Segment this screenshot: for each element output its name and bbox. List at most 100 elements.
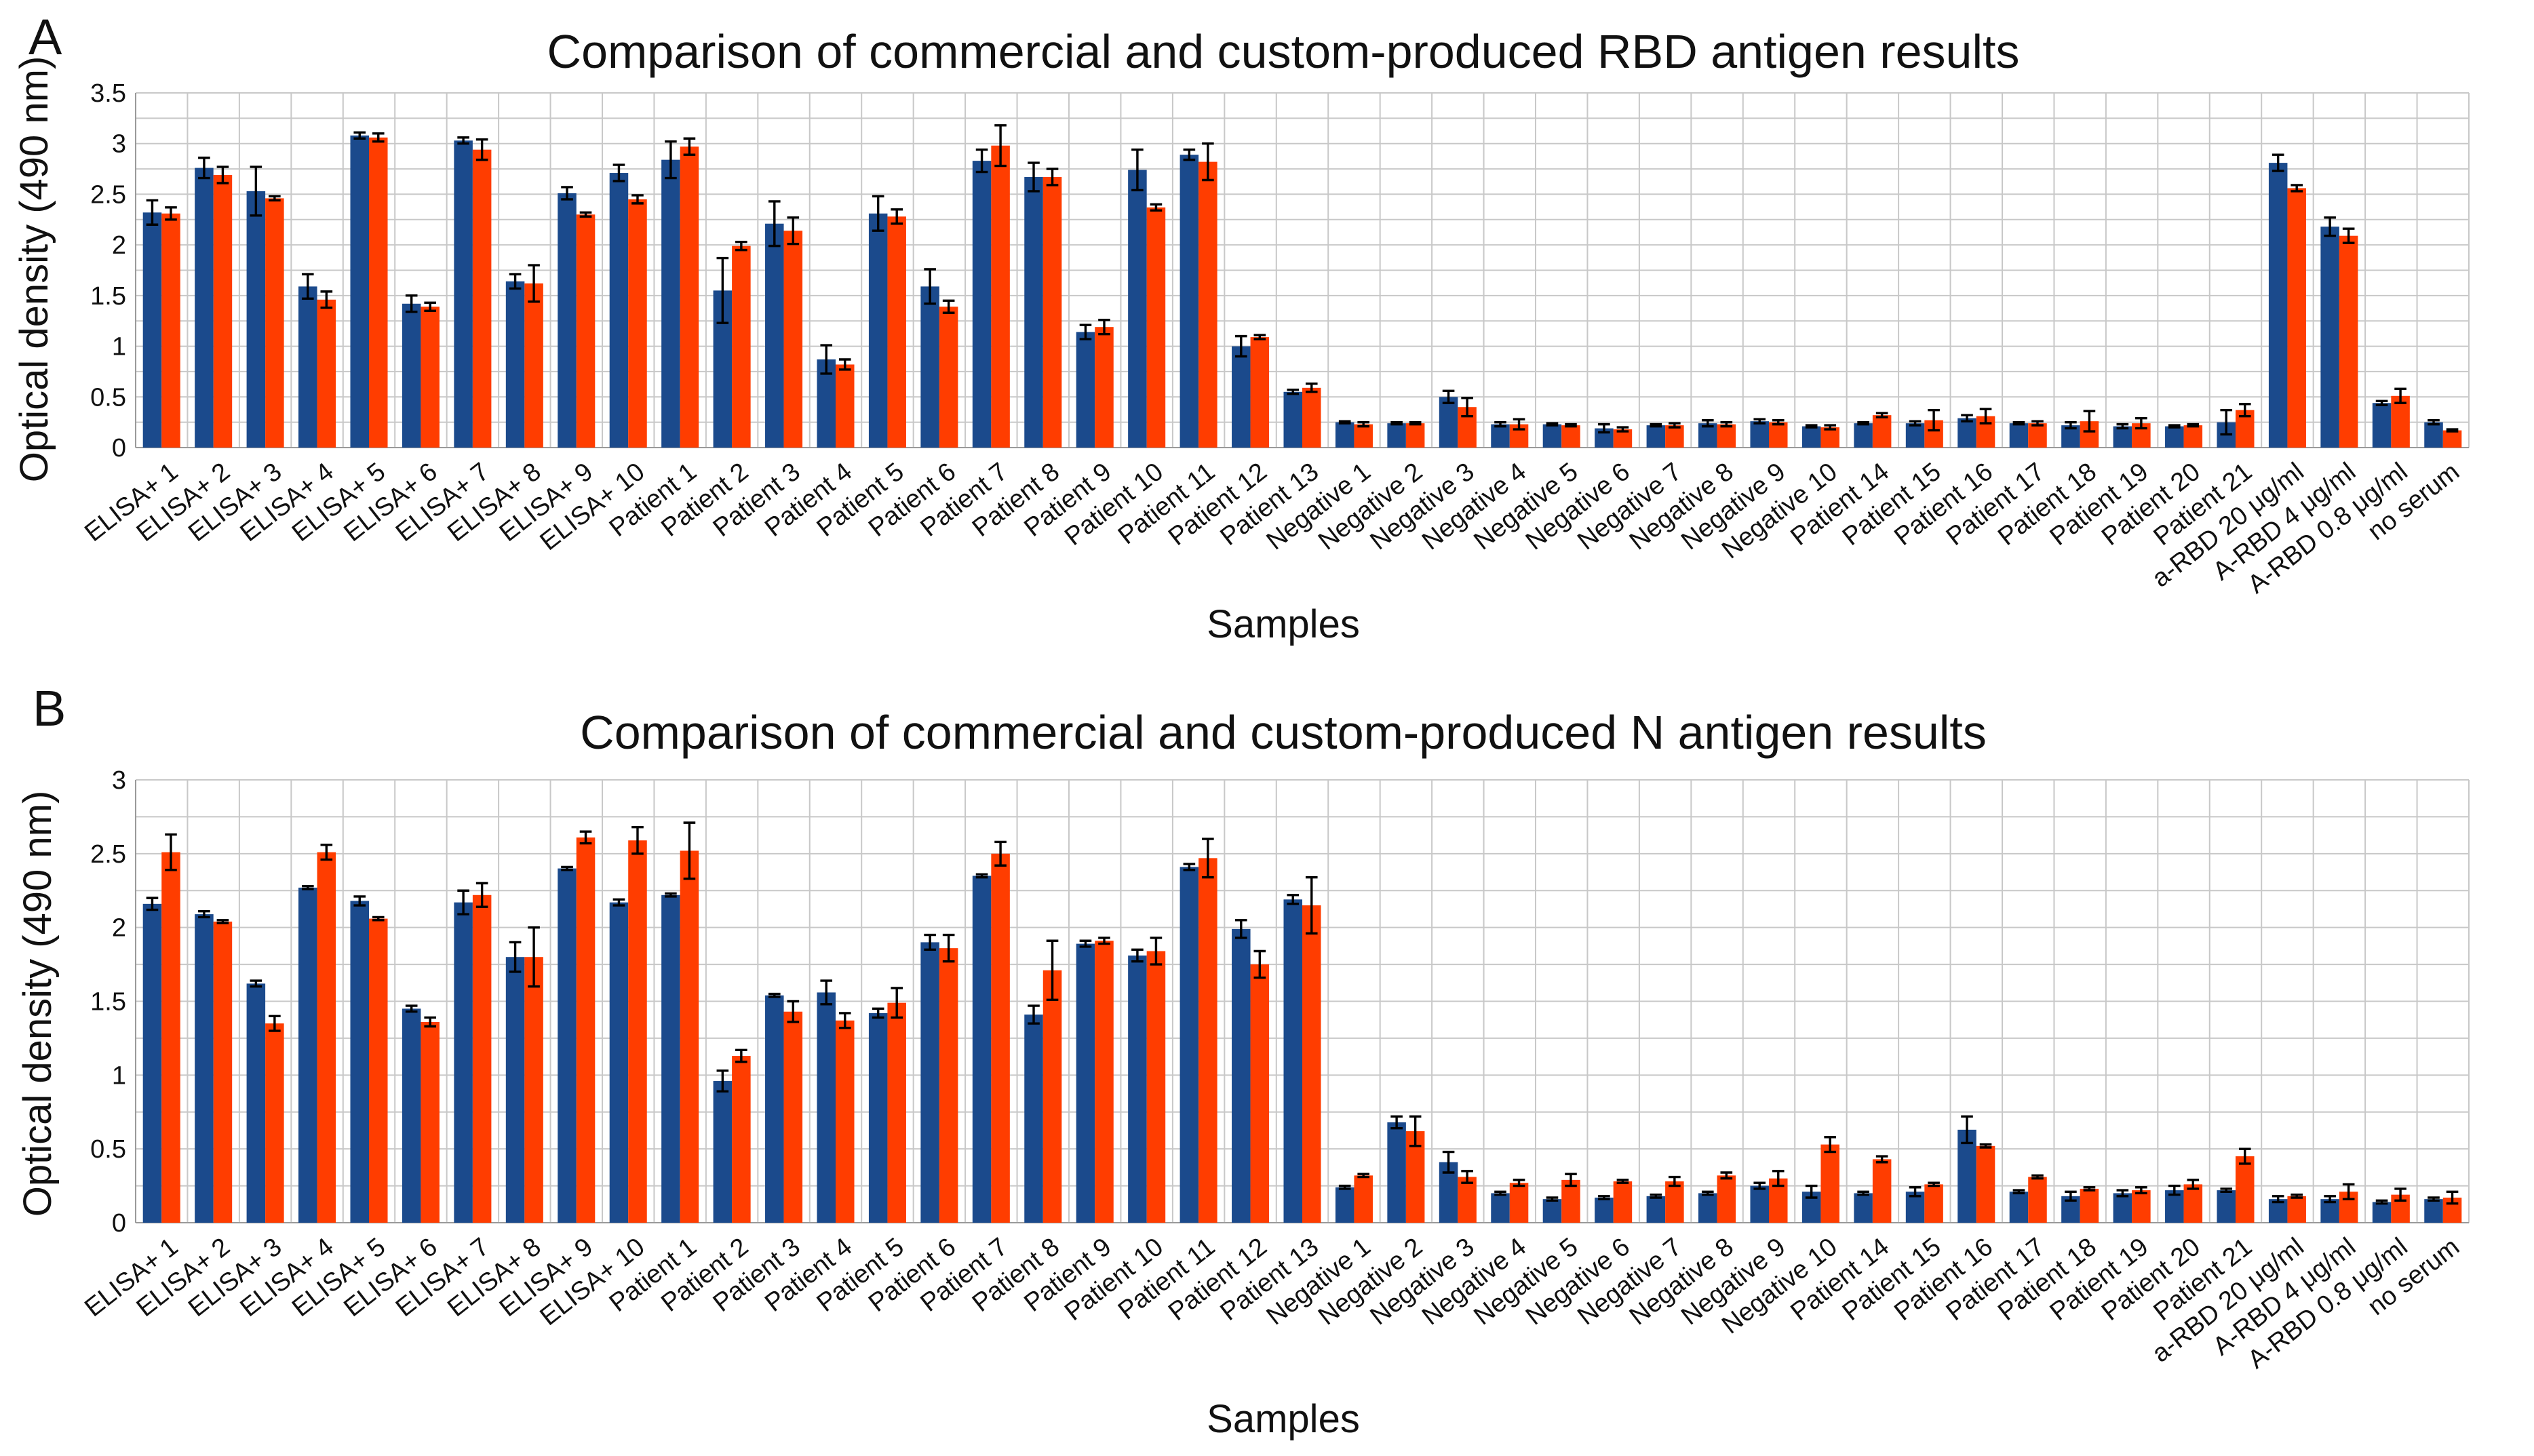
- error-bar: [942, 933, 955, 963]
- error-bar: [2135, 1186, 2147, 1195]
- error-bar: [561, 865, 573, 871]
- bar: [1872, 1159, 1892, 1223]
- error-bar: [942, 299, 955, 314]
- bar: [161, 852, 180, 1223]
- bar: [628, 199, 647, 448]
- error-bar: [2220, 1187, 2233, 1193]
- error-bar: [1753, 418, 1766, 425]
- error-bar: [1565, 1173, 1577, 1187]
- bar: [1698, 1193, 1717, 1223]
- error-bar: [1234, 919, 1247, 939]
- bar: [2268, 163, 2288, 448]
- bar: [2009, 1192, 2029, 1223]
- error-bar: [1028, 1004, 1040, 1025]
- error-bar: [372, 132, 385, 143]
- error-bar: [1961, 1115, 1973, 1145]
- error-bar: [735, 1048, 747, 1063]
- y-tick-label: 3.5: [90, 79, 126, 108]
- error-bar: [1598, 422, 1610, 434]
- bar: [1095, 327, 1114, 448]
- y-tick-label: 1.5: [90, 282, 126, 311]
- bar: [2113, 426, 2132, 448]
- error-bar: [1202, 838, 1214, 879]
- bar: [2183, 1184, 2203, 1223]
- bar: [1872, 415, 1892, 448]
- bar: [2113, 1193, 2132, 1223]
- bar: [1283, 391, 1302, 448]
- error-bar: [2220, 409, 2233, 436]
- bar: [817, 992, 836, 1223]
- y-tick-label: 0.5: [90, 1135, 126, 1164]
- error-bar: [1494, 420, 1506, 428]
- error-bar: [1028, 161, 1040, 193]
- bar: [1146, 207, 1166, 448]
- bar: [1509, 1183, 1529, 1223]
- bar: [350, 135, 369, 448]
- bar: [402, 303, 421, 448]
- error-bar: [561, 186, 573, 201]
- y-tick-label: 1.5: [90, 988, 126, 1017]
- error-bar: [1616, 426, 1629, 433]
- y-axis-label: Optical density (490 nm): [16, 791, 60, 1217]
- bar: [2183, 425, 2203, 448]
- error-bar: [1565, 422, 1577, 428]
- error-bar: [1442, 389, 1455, 404]
- bar: [1458, 1177, 1477, 1223]
- chart-title: Comparison of commercial and custom-prod…: [580, 706, 1987, 759]
- error-bar: [1131, 948, 1144, 963]
- error-bar: [1409, 1115, 1422, 1147]
- bar: [609, 173, 629, 448]
- error-bar: [2446, 1190, 2459, 1205]
- error-bar: [2083, 410, 2096, 433]
- error-bar: [198, 156, 210, 180]
- error-bar: [1287, 894, 1300, 905]
- error-bar: [872, 195, 884, 232]
- error-bar: [1875, 1155, 1888, 1164]
- bar: [1042, 177, 1062, 448]
- panel-letter: B: [33, 680, 66, 736]
- error-bar: [146, 897, 159, 911]
- bar: [1042, 970, 1062, 1223]
- error-bar: [716, 1069, 729, 1093]
- bar: [246, 983, 266, 1223]
- bar: [1335, 422, 1354, 448]
- error-bar: [165, 206, 177, 221]
- error-bar: [320, 844, 333, 861]
- error-bar: [405, 1004, 418, 1013]
- error-bar: [1598, 1195, 1610, 1200]
- bar: [1024, 1015, 1043, 1223]
- y-tick-label: 2: [112, 231, 126, 260]
- error-bar: [1805, 424, 1818, 429]
- error-bar: [1979, 408, 1992, 425]
- error-bar: [579, 211, 592, 218]
- error-bar: [198, 910, 210, 919]
- bar: [1542, 1199, 1562, 1223]
- error-bar: [2065, 1190, 2077, 1202]
- y-axis-ticks: 0 0.5 1 1.5 2 2.5 3: [90, 766, 126, 1238]
- bar: [2424, 1199, 2443, 1223]
- bar: [661, 159, 680, 448]
- error-bar: [2446, 428, 2459, 433]
- bar: [1717, 1175, 1736, 1223]
- error-bar: [1857, 420, 1869, 426]
- error-bar: [1546, 422, 1559, 427]
- error-bar: [768, 200, 781, 248]
- bar: [680, 850, 699, 1223]
- bar: [1820, 1144, 1839, 1223]
- bar: [783, 231, 803, 448]
- bar: [213, 175, 233, 448]
- bar: [576, 214, 596, 448]
- error-bar: [1098, 319, 1110, 336]
- bar: [1354, 1175, 1373, 1223]
- error-bar: [631, 194, 644, 205]
- error-bar: [1357, 1173, 1370, 1179]
- error-bar: [994, 124, 1007, 168]
- error-bar: [457, 136, 469, 145]
- error-bar: [1202, 142, 1214, 182]
- error-bar: [2428, 1196, 2440, 1202]
- bar: [1854, 423, 1873, 448]
- error-bar: [838, 358, 851, 371]
- error-bar: [1824, 1136, 1837, 1154]
- bar: [558, 193, 577, 448]
